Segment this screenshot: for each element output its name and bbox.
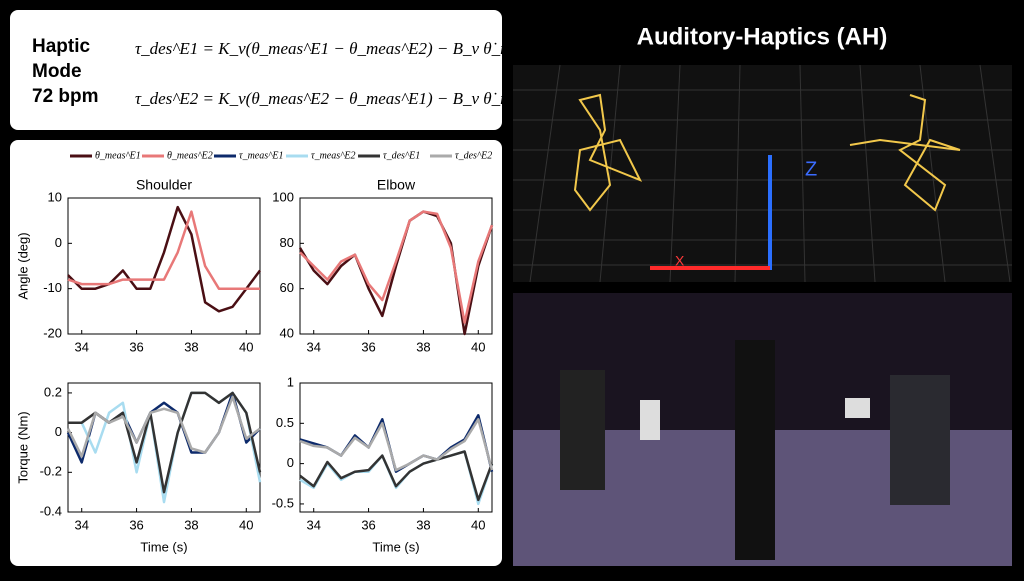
x-tick-label: 38: [184, 517, 198, 532]
plot-frame: [299, 197, 493, 335]
x-tick-label: 38: [184, 339, 198, 354]
x-tick-label: 34: [74, 339, 88, 354]
x-tick-label: 34: [306, 339, 320, 354]
legend-label: τ_meas^E1: [239, 150, 283, 161]
scene-grid: [513, 64, 1012, 283]
legend-label: θ_meas^E1: [95, 150, 141, 161]
plot-frame: [67, 197, 261, 335]
x-tick-label: 34: [74, 517, 88, 532]
x-tick-label: 36: [361, 339, 375, 354]
x-tick-label: 36: [361, 517, 375, 532]
y-axis-label: Torque (Nm): [15, 411, 30, 483]
scene-axis-label: X: [675, 253, 685, 269]
legend-label: θ_meas^E2: [167, 150, 213, 161]
y-tick-label: 0.2: [44, 384, 62, 399]
y-tick-label: 0: [55, 424, 62, 439]
y-tick-label: 80: [280, 235, 294, 250]
mode-label: 72 bpm: [32, 86, 99, 107]
x-tick-label: 36: [129, 517, 143, 532]
series-line: [299, 210, 494, 324]
scene-view: Z X: [513, 64, 1012, 283]
scene-axis-label: Z: [805, 158, 817, 180]
mode-label: Mode: [32, 61, 82, 82]
y-tick-label: 40: [280, 325, 294, 340]
x-tick-label: 38: [416, 339, 430, 354]
legend-label: τ_meas^E2: [311, 150, 355, 161]
equation: τ_des^E1 = K_v(θ_meas^E1 − θ_meas^E2) − …: [135, 39, 561, 58]
x-tick-label: 38: [416, 517, 430, 532]
y-tick-label: -0.5: [272, 495, 294, 510]
equipment: [735, 340, 775, 560]
chart-title: Shoulder: [136, 177, 192, 193]
series-line: [67, 205, 261, 313]
plot-frame: [67, 382, 261, 513]
x-tick-label: 40: [239, 339, 253, 354]
equation-box: [10, 10, 502, 130]
y-axis-label: Angle (deg): [15, 232, 30, 299]
x-axis-label: Time (s): [140, 539, 187, 554]
panel-title: Auditory-Haptics (AH): [637, 23, 888, 50]
legend-label: τ_des^E2: [455, 150, 492, 161]
y-tick-label: -0.4: [40, 503, 62, 518]
person: [560, 370, 605, 490]
series-line: [299, 450, 494, 502]
series-line: [299, 418, 494, 472]
y-tick-label: 10: [48, 189, 62, 204]
legend-label: τ_des^E1: [383, 150, 420, 161]
plot-frame: [299, 382, 493, 513]
mode-label: Haptic: [32, 36, 91, 57]
y-tick-label: -0.2: [40, 464, 62, 479]
y-tick-label: -10: [43, 280, 62, 295]
y-tick-label: 0: [287, 455, 294, 470]
x-tick-label: 36: [129, 339, 143, 354]
x-tick-label: 40: [471, 339, 485, 354]
x-axis-label: Time (s): [372, 539, 419, 554]
music-stand: [845, 398, 870, 418]
series-line: [67, 210, 260, 290]
series-line: [66, 395, 261, 458]
y-tick-label: 60: [280, 280, 294, 295]
skeleton: [849, 94, 961, 212]
equation: τ_des^E2 = K_v(θ_meas^E2 − θ_meas^E1) − …: [135, 89, 562, 108]
y-tick-label: 100: [272, 189, 294, 204]
y-tick-label: -20: [43, 325, 62, 340]
x-tick-label: 40: [239, 517, 253, 532]
x-tick-label: 40: [471, 517, 485, 532]
person: [890, 375, 950, 505]
y-tick-label: 1: [287, 374, 294, 389]
y-tick-label: 0: [55, 235, 62, 250]
x-tick-label: 34: [306, 517, 320, 532]
photo: [513, 293, 1012, 566]
music-stand: [640, 400, 660, 440]
chart-title: Elbow: [377, 177, 416, 193]
skeleton: [573, 93, 643, 212]
y-tick-label: 0.5: [276, 415, 294, 430]
